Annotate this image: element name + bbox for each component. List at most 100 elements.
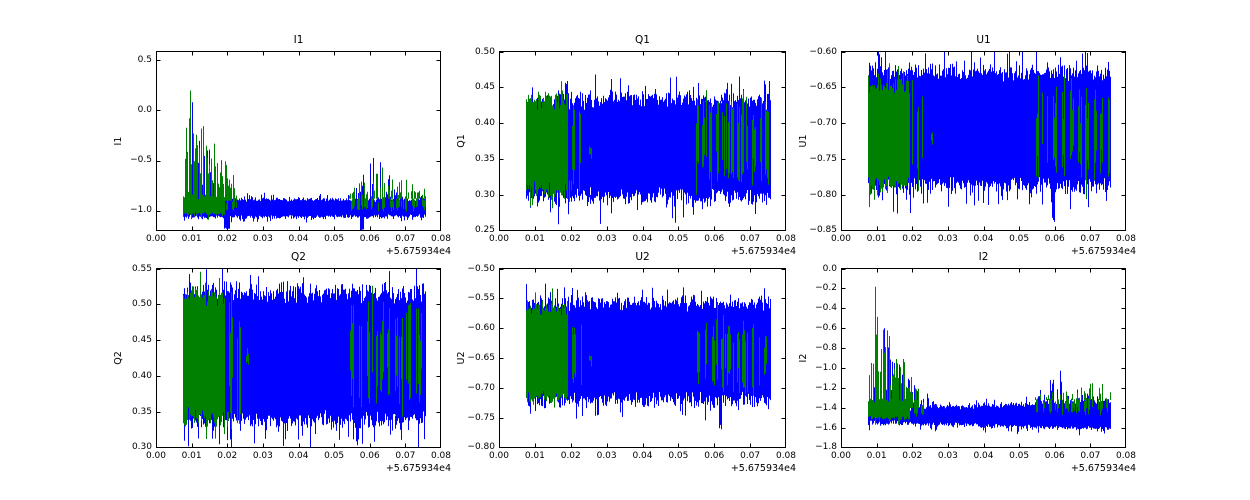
subplot-q2: Q2 Q2 +5.675934e4 0.00 0.01 0.02 0.03 0.04 0.…	[113, 251, 451, 474]
x-tick-label: 0.01	[524, 451, 545, 461]
axes-canvas	[841, 268, 1126, 448]
y-tick-label: −0.8	[815, 342, 837, 353]
x-tick-label: 0.01	[866, 451, 887, 461]
series-blue-trace	[184, 215, 424, 221]
y-tick-label: −0.6	[815, 322, 837, 333]
x-tick-label: 0.06	[1044, 234, 1065, 244]
series-green-trace	[224, 412, 229, 427]
x-tick-label: 0.08	[430, 234, 452, 244]
series-green-trace	[589, 146, 592, 159]
y-tick-label: −1.0	[815, 362, 837, 373]
x-axis-offset-label: +5.675934e4	[1070, 463, 1136, 474]
series-green-trace	[351, 193, 426, 212]
subplot-u2: U2 U2 +5.675934e4 0.00 0.01 0.02 0.03 0.04 0.…	[456, 251, 796, 474]
x-axis-offset-label: +5.675934e4	[385, 246, 451, 257]
x-tick-label: 0.07	[740, 451, 761, 461]
y-tick-label: −1.4	[815, 402, 837, 413]
subplot-title: Q1	[635, 34, 650, 46]
y-tick-label: −0.70	[809, 117, 837, 128]
series-blue-trace	[868, 396, 1111, 436]
subplot-i1: I1 I1 +5.675934e4 0.00 0.01 0.02 0.03 0.04 0.…	[113, 34, 451, 257]
x-tick-label: 0.00	[830, 451, 852, 461]
y-tick-label: −0.70	[467, 382, 495, 393]
x-tick-label: 0.08	[775, 234, 797, 244]
y-tick-label: −0.80	[809, 189, 837, 200]
x-tick-label: 0.04	[632, 451, 653, 461]
x-tick-label: 0.04	[632, 234, 653, 244]
x-tick-label: 0.08	[775, 451, 797, 461]
y-tick-label: −0.65	[467, 352, 495, 363]
series-green-trace	[526, 81, 568, 209]
series-green-trace	[246, 348, 249, 365]
x-tick-label: 0.06	[359, 451, 380, 461]
y-tick-label: −0.50	[467, 263, 495, 274]
series-green-trace	[229, 292, 241, 429]
x-tick-label: 0.08	[430, 451, 452, 461]
series-green-trace	[887, 330, 919, 408]
series-green-trace	[869, 347, 876, 408]
series-blue-trace	[591, 394, 769, 410]
y-tick-label: −0.85	[809, 224, 837, 235]
subplot-i2: I2 I2 +5.675934e4 0.00 0.01 0.02 0.03 0.04 0.…	[798, 251, 1136, 474]
x-tick-label: 0.08	[1115, 451, 1137, 461]
series-green-trace	[350, 285, 422, 417]
x-tick-label: 0.05	[324, 451, 345, 461]
y-tick-label: −0.65	[809, 81, 837, 92]
y-tick-label: 0.50	[474, 46, 495, 57]
x-tick-label: 0.06	[359, 234, 380, 244]
series-green-trace	[914, 399, 924, 417]
x-tick-label: 0.08	[1115, 234, 1137, 244]
y-tick-label: −0.2	[815, 282, 837, 293]
y-tick-label: −0.4	[815, 302, 837, 313]
series-green-trace	[931, 132, 933, 145]
subplot-title: I2	[978, 251, 989, 263]
y-tick-label: −0.60	[467, 322, 495, 333]
series-green-trace	[183, 271, 225, 439]
x-tick-label: 0.02	[902, 451, 923, 461]
series-blue-trace	[587, 195, 750, 210]
x-tick-label: 0.07	[1080, 234, 1101, 244]
x-tick-label: 0.05	[668, 451, 689, 461]
subplot-title: Q2	[291, 251, 306, 263]
y-tick-label: 0.25	[474, 224, 495, 235]
y-tick-label: −0.80	[467, 441, 495, 452]
subplot-q1: Q1 Q1 +5.675934e4 0.00 0.01 0.02 0.03 0.04 0.…	[456, 34, 796, 257]
y-tick-label: 0.30	[131, 441, 152, 452]
x-tick-label: 0.07	[740, 234, 761, 244]
x-tick-label: 0.00	[488, 234, 510, 244]
x-tick-label: 0.04	[288, 451, 309, 461]
x-tick-label: 0.06	[704, 234, 725, 244]
series-green-trace	[384, 179, 425, 199]
y-tick-label: 0.50	[131, 298, 152, 309]
x-tick-label: 0.04	[973, 451, 994, 461]
x-tick-label: 0.00	[145, 234, 167, 244]
y-tick-label: −0.60	[809, 46, 837, 57]
x-tick-label: 0.02	[560, 234, 581, 244]
x-axis-offset-label: +5.675934e4	[730, 246, 796, 257]
series-green-trace	[349, 167, 383, 199]
x-tick-label: 0.02	[902, 234, 923, 244]
series-green-trace	[190, 90, 202, 201]
axes-canvas	[841, 51, 1126, 231]
y-tick-label: 0.35	[131, 406, 152, 417]
x-tick-label: 0.00	[830, 234, 852, 244]
y-tick-label: 0.40	[474, 117, 495, 128]
x-tick-label: 0.02	[217, 234, 238, 244]
x-tick-label: 0.03	[937, 451, 958, 461]
series-green-trace	[1035, 383, 1111, 400]
axes-canvas	[156, 51, 441, 231]
y-tick-label: 0.40	[131, 370, 152, 381]
series-green-trace	[572, 105, 581, 192]
y-tick-label: 0.0	[822, 263, 837, 274]
x-tick-label: 0.03	[252, 234, 273, 244]
x-tick-label: 0.05	[1009, 451, 1030, 461]
series-blue-trace	[360, 210, 364, 230]
series-blue-trace	[878, 180, 1030, 205]
x-tick-label: 0.01	[524, 234, 545, 244]
series-green-trace	[697, 303, 767, 395]
series-green-trace	[203, 126, 237, 201]
x-tick-label: 0.05	[668, 234, 689, 244]
x-tick-label: 0.07	[1080, 451, 1101, 461]
axes-canvas	[156, 268, 441, 448]
